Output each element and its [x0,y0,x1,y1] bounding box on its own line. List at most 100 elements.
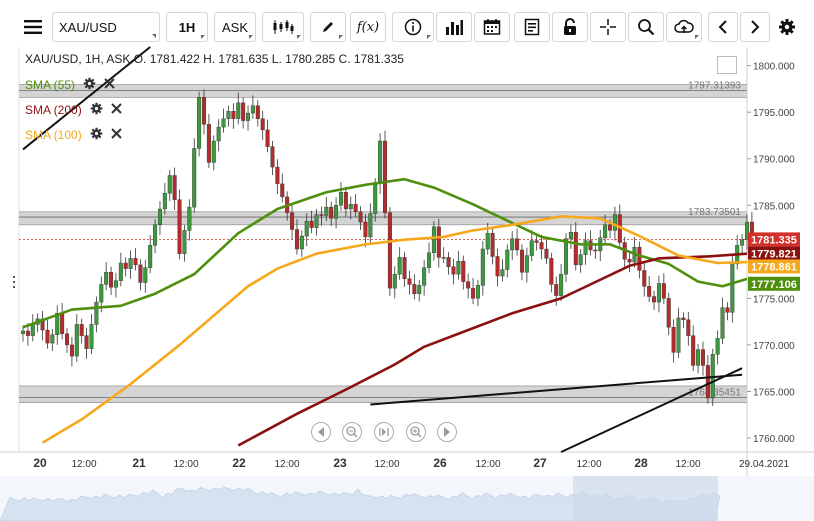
candle-body [524,255,529,273]
candle-body [730,263,735,313]
gear-icon[interactable] [83,77,96,93]
zoom-in-control-icon[interactable] [406,422,426,442]
price-tag-label: 1777.106 [751,279,797,291]
candle-body [544,248,549,259]
draw-tool-button[interactable] [310,12,346,42]
candle-body [510,238,515,251]
candle-body [324,206,329,216]
chevron-left-icon [718,20,727,34]
candle-body [564,238,569,275]
candle-body [397,257,402,275]
price-side-selector[interactable]: ASK [214,12,256,42]
timeframe-selector[interactable]: 1H [166,12,208,42]
candle-body [495,256,500,277]
price-tag [748,232,800,247]
candle-body [559,273,564,296]
candle-body [255,105,260,119]
candle-body [691,335,696,366]
fit-control-icon[interactable] [374,422,394,442]
candle-body [65,333,70,346]
zone-label: 1797.31393 [688,81,741,92]
candle-body [720,307,725,339]
candle-body [373,183,378,214]
toolbar: XAU/USD 1H ASK f(x) [0,0,814,47]
hamburger-icon [24,20,42,34]
candle-body [304,220,309,237]
scroll-right-button[interactable] [740,12,770,42]
control-glyph [417,433,422,438]
indicators-button[interactable]: f(x) [350,12,386,42]
close-icon[interactable] [104,78,115,92]
candle-body [554,284,559,296]
candle-body [167,175,172,194]
next-control-icon[interactable] [437,422,457,442]
prev-control-icon[interactable] [311,422,331,442]
candle-body [226,111,231,119]
info-button[interactable] [392,12,434,42]
candle-body [206,124,211,163]
orders-button[interactable] [514,12,550,42]
candle-body [128,258,133,269]
close-icon[interactable] [110,128,122,142]
zoom-button[interactable] [628,12,664,42]
x-tick-label: 22 [232,456,246,470]
candle-body [25,330,30,336]
gear-icon[interactable] [90,102,103,118]
upload-button[interactable] [666,12,702,42]
control-glyph [444,427,450,437]
crosshair-button[interactable] [590,12,626,42]
candle-body [69,344,74,357]
candle-body [294,229,299,250]
candle-body [696,349,701,366]
sma-line [237,252,748,447]
sma-line [22,177,748,329]
settings-button[interactable] [774,12,800,42]
trendline [22,46,151,151]
candle-body [30,324,35,336]
y-tick-label: 1760.000 [753,434,795,445]
candle-body [241,102,246,121]
gear-icon[interactable] [90,127,103,143]
candle-body [475,285,480,299]
price-tag [748,246,800,261]
close-icon[interactable] [110,103,122,117]
chart-type-button[interactable] [262,12,304,42]
symbol-selector[interactable]: XAU/USD [52,12,160,42]
volume-button[interactable] [436,12,472,42]
candle-body [123,262,128,269]
candle-body [436,226,441,258]
candle-body [250,105,255,114]
y-tick-label: 1785.000 [753,201,795,212]
candle-body [519,249,524,273]
candle-body [647,286,652,297]
calendar-button[interactable] [474,12,510,42]
ohlc-readout: XAU/USD, 1H, ASK O. 1781.422 H. 1781.635… [25,52,404,66]
candle-body [368,213,373,238]
legend-sma-200: SMA (200) [25,102,122,118]
candle-body [686,319,691,336]
candle-body [740,239,745,246]
candle-body [343,192,348,210]
candle-body [265,129,270,147]
candle-body [539,242,544,250]
candle-body [593,249,598,252]
candle-body [153,224,158,246]
candle-body [231,111,236,119]
candle-body [133,258,138,266]
candle-body [299,235,304,250]
candle-body [383,140,388,213]
control-glyph [353,433,358,438]
x-tick-label: 21 [132,456,146,470]
candle-body [290,212,295,230]
scroll-left-button[interactable] [708,12,738,42]
x-tick-label: 23 [333,456,347,470]
candle-body [392,273,397,289]
candle-body [172,175,177,200]
price-side-label: ASK [221,19,248,35]
menu-button[interactable] [18,12,48,42]
popout-icon[interactable] [717,56,737,74]
zoom-out-control-icon[interactable] [342,422,362,442]
candle-body [192,148,197,208]
lock-button[interactable] [552,12,588,42]
